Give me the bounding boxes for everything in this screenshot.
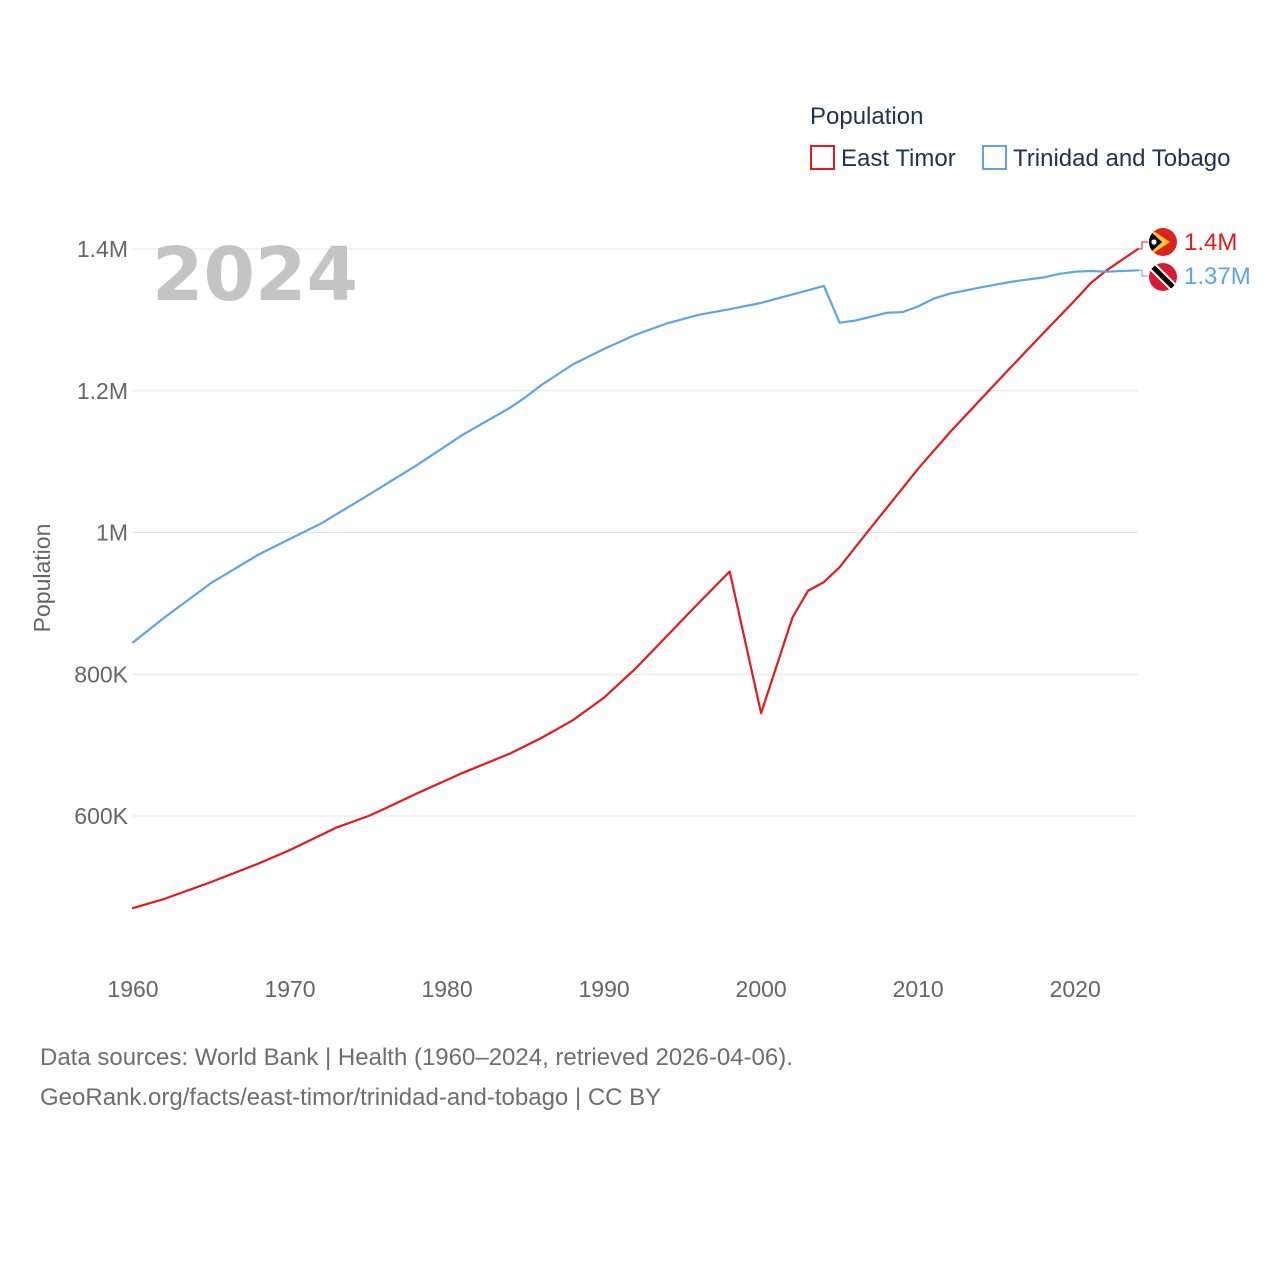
x-tick-label: 2010: [893, 976, 944, 1002]
trinidad-and-tobago-flag-icon: [1149, 263, 1177, 291]
east-timor-flag-icon: [1149, 228, 1177, 256]
legend-swatch-east-timor: [810, 145, 835, 170]
y-tick-label: 1.2M: [77, 378, 128, 404]
y-axis-title: Population: [29, 524, 55, 633]
y-tick-label: 1M: [96, 520, 128, 546]
x-tick-label: 2000: [736, 976, 787, 1002]
x-tick-label: 1980: [421, 976, 472, 1002]
end-label-connector: [1138, 269, 1148, 277]
x-tick-label: 2020: [1050, 976, 1101, 1002]
footer-data-sources: Data sources: World Bank | Health (1960–…: [40, 1044, 793, 1071]
x-tick-label: 1960: [107, 976, 158, 1002]
end-value-label: 1.4M: [1184, 229, 1237, 256]
end-label-connector: [1138, 241, 1148, 250]
series-line-east-timor[interactable]: [131, 247, 1140, 910]
y-tick-label: 600K: [74, 803, 128, 829]
y-tick-label: 1.4M: [77, 236, 128, 262]
end-value-label: 1.37M: [1184, 263, 1251, 290]
current-year-label: 2024: [152, 232, 358, 318]
legend-item-east-timor[interactable]: East Timor: [810, 145, 956, 172]
legend: Population East Timor Trinidad and Tobag…: [810, 103, 1231, 172]
legend-label-trinidad-and-tobago: Trinidad and Tobago: [1013, 145, 1231, 172]
end-labels: 1.4M 1.37M: [1138, 229, 1251, 290]
series-lines: [131, 247, 1140, 910]
footer-source-link[interactable]: GeoRank.org/facts/east-timor/trinidad-an…: [40, 1084, 662, 1111]
x-tick-label: 1970: [264, 976, 315, 1002]
legend-label-east-timor: East Timor: [841, 145, 956, 172]
legend-title: Population: [810, 103, 923, 130]
y-axis-ticks: 600K 800K 1M 1.2M 1.4M: [74, 236, 128, 829]
series-line-trinidad-and-tobago[interactable]: [131, 269, 1140, 644]
y-tick-label: 800K: [74, 661, 128, 687]
legend-item-trinidad-and-tobago[interactable]: Trinidad and Tobago: [982, 145, 1231, 172]
legend-swatch-trinidad-and-tobago: [982, 145, 1007, 170]
x-axis-ticks: 1960 1970 1980 1990 2000 2010 2020: [107, 976, 1100, 1002]
x-tick-label: 1990: [579, 976, 630, 1002]
